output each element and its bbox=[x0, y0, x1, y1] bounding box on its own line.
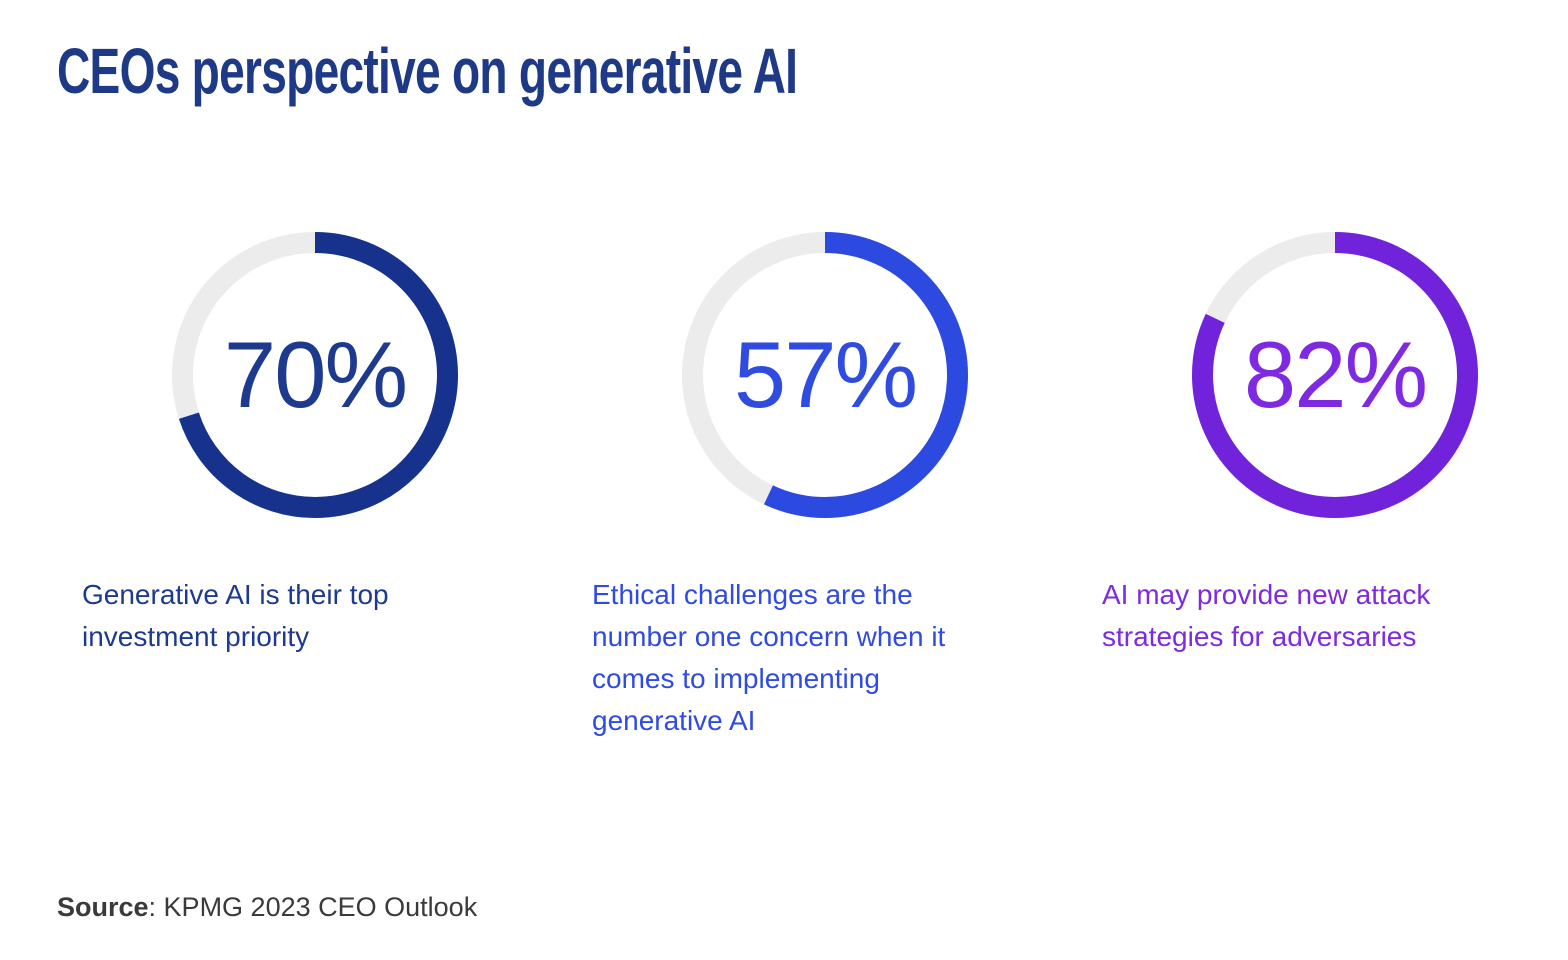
donut-chart-attack: 82% bbox=[1190, 230, 1480, 520]
source-line: Source: KPMG 2023 CEO Outlook bbox=[57, 892, 477, 923]
donut-progress-arc bbox=[172, 232, 458, 518]
donut-ring-svg bbox=[172, 232, 458, 518]
page-title: CEOs perspective on generative AI bbox=[57, 35, 798, 107]
stat-column-investment: 70% Generative AI is their top investmen… bbox=[80, 230, 550, 658]
stat-column-ethics: 57% Ethical challenges are the number on… bbox=[590, 230, 1060, 742]
stat-column-attack: 82% AI may provide new attack strategies… bbox=[1100, 230, 1568, 658]
source-label: Source bbox=[57, 892, 149, 922]
source-text: : KPMG 2023 CEO Outlook bbox=[148, 892, 478, 922]
donut-ring-svg bbox=[1192, 232, 1478, 518]
donut-progress-arc bbox=[682, 232, 968, 518]
donut-chart-ethics: 57% bbox=[680, 230, 970, 520]
stat-label: Ethical challenges are the number one co… bbox=[592, 579, 946, 736]
donut-progress-arc bbox=[1192, 232, 1478, 518]
donut-chart-investment: 70% bbox=[170, 230, 460, 520]
stat-label: Generative AI is their top investment pr… bbox=[82, 579, 389, 652]
stat-label: AI may provide new attack strategies for… bbox=[1102, 579, 1431, 652]
donut-ring-svg bbox=[682, 232, 968, 518]
